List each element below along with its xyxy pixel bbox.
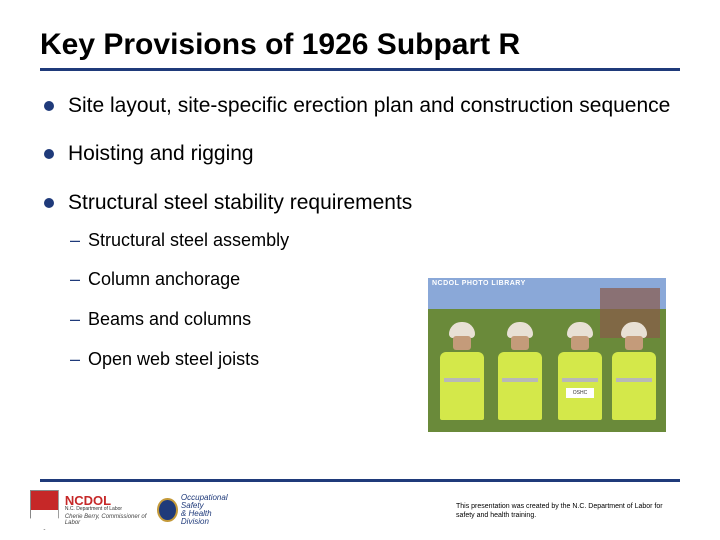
osh-line1: Occupational Safety <box>181 494 240 510</box>
logo-area: NCDOL N.C. Department of Labor Cherie Be… <box>30 488 240 532</box>
ncdol-shield-icon <box>30 490 59 530</box>
photo-label: NCDOL PHOTO LIBRARY <box>432 280 526 287</box>
ncdol-sig: Cherie Berry, Commissioner of Labor <box>65 514 148 526</box>
slide-title: Key Provisions of 1926 Subpart R <box>40 28 680 71</box>
osh-line2: & Health Division <box>181 510 240 526</box>
osh-text: Occupational Safety & Health Division <box>181 494 240 526</box>
vest-tag: OSHC <box>566 388 594 398</box>
worker-figure: OSHC <box>552 322 608 432</box>
bullet-item: Site layout, site-specific erection plan… <box>40 93 680 119</box>
ncdol-dept: N.C. Department of Labor <box>65 507 148 512</box>
osh-logo: Occupational Safety & Health Division <box>157 494 240 526</box>
worker-figure <box>492 322 548 432</box>
slide-container: Key Provisions of 1926 Subpart R Site la… <box>0 0 720 540</box>
footer-divider <box>40 479 680 482</box>
sub-bullet-item: Structural steel assembly <box>68 230 680 252</box>
worker-figure <box>434 322 490 432</box>
bullet-text: Structural steel stability requirements <box>68 191 412 214</box>
credit-text: This presentation was created by the N.C… <box>456 503 676 520</box>
ncdol-text: NCDOL N.C. Department of Labor Cherie Be… <box>65 494 148 526</box>
bullet-text: Hoisting and rigging <box>68 142 254 165</box>
bullet-item: Hoisting and rigging <box>40 141 680 167</box>
bullet-text: Site layout, site-specific erection plan… <box>68 94 670 117</box>
photo-thumbnail: NCDOL PHOTO LIBRARY OSHC <box>428 278 666 432</box>
osh-badge-icon <box>157 498 178 522</box>
worker-figure <box>606 322 662 432</box>
